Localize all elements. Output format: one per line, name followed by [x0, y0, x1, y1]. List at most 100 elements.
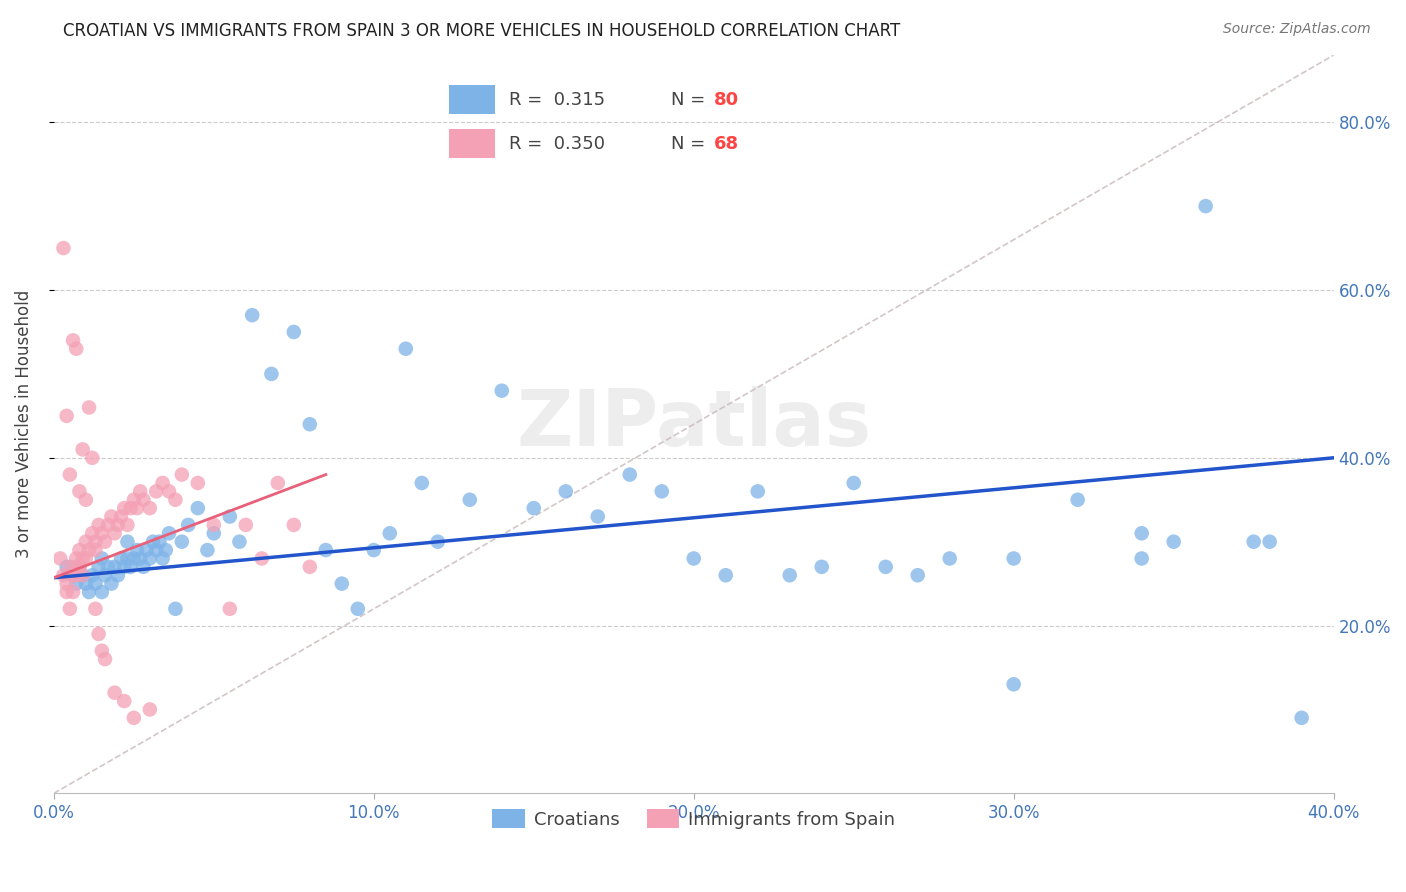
Point — [152, 551, 174, 566]
Point — [132, 492, 155, 507]
Text: Source: ZipAtlas.com: Source: ZipAtlas.com — [1223, 22, 1371, 37]
Point — [157, 526, 180, 541]
Point — [75, 576, 97, 591]
Point — [411, 475, 433, 490]
Point — [84, 534, 107, 549]
Point — [1130, 551, 1153, 566]
Point — [283, 517, 305, 532]
Point — [682, 551, 704, 566]
Point — [72, 442, 94, 457]
Point — [97, 559, 120, 574]
Point — [122, 551, 145, 566]
Point — [267, 475, 290, 490]
Point — [84, 602, 107, 616]
Point — [65, 576, 87, 591]
Point — [395, 342, 418, 356]
Point — [315, 543, 337, 558]
Point — [152, 475, 174, 490]
Point — [94, 534, 117, 549]
Point — [55, 585, 77, 599]
Point — [177, 517, 200, 532]
Point — [110, 509, 132, 524]
Point — [55, 576, 77, 591]
Point — [132, 559, 155, 574]
Point — [90, 526, 112, 541]
Point — [187, 475, 209, 490]
Point — [1195, 199, 1218, 213]
Point — [125, 501, 148, 516]
Point — [84, 576, 107, 591]
Point — [52, 568, 75, 582]
Point — [1291, 711, 1313, 725]
Point — [72, 568, 94, 582]
Point — [330, 576, 353, 591]
Point — [104, 526, 127, 541]
Point — [155, 543, 177, 558]
Point — [122, 711, 145, 725]
Point — [298, 417, 321, 432]
Point — [298, 559, 321, 574]
Point — [157, 484, 180, 499]
Point — [378, 526, 401, 541]
Point — [1002, 677, 1025, 691]
Point — [283, 325, 305, 339]
Point — [145, 543, 167, 558]
Point — [94, 568, 117, 582]
Point — [125, 543, 148, 558]
Point — [139, 551, 162, 566]
Point — [112, 559, 135, 574]
Point — [75, 534, 97, 549]
Point — [363, 543, 385, 558]
Point — [938, 551, 960, 566]
Point — [714, 568, 737, 582]
Point — [72, 551, 94, 566]
Point — [779, 568, 801, 582]
Point — [67, 559, 90, 574]
Point — [1002, 551, 1025, 566]
Point — [104, 686, 127, 700]
Point — [346, 602, 368, 616]
Point — [148, 534, 170, 549]
Point — [67, 559, 90, 574]
Point — [170, 467, 193, 482]
Point — [907, 568, 929, 582]
Point — [202, 517, 225, 532]
Point — [842, 475, 865, 490]
Point — [218, 602, 240, 616]
Point — [62, 568, 84, 582]
Point — [77, 543, 100, 558]
Point — [122, 492, 145, 507]
Point — [59, 467, 82, 482]
Point — [1066, 492, 1088, 507]
Point — [129, 551, 152, 566]
Point — [55, 409, 77, 423]
Point — [107, 568, 129, 582]
Point — [87, 559, 110, 574]
Point — [94, 652, 117, 666]
Point — [87, 517, 110, 532]
Point — [1130, 526, 1153, 541]
Point — [135, 543, 157, 558]
Point — [90, 551, 112, 566]
Point — [55, 559, 77, 574]
Point — [250, 551, 273, 566]
Point — [586, 509, 609, 524]
Legend: Croatians, Immigrants from Spain: Croatians, Immigrants from Spain — [485, 802, 903, 836]
Point — [87, 627, 110, 641]
Point — [1163, 534, 1185, 549]
Point — [165, 602, 187, 616]
Point — [117, 534, 139, 549]
Point — [77, 585, 100, 599]
Point — [59, 602, 82, 616]
Point — [165, 492, 187, 507]
Point — [145, 484, 167, 499]
Point — [59, 559, 82, 574]
Point — [197, 543, 219, 558]
Point — [142, 534, 165, 549]
Point — [62, 585, 84, 599]
Point — [554, 484, 576, 499]
Point — [187, 501, 209, 516]
Point — [75, 551, 97, 566]
Point — [110, 551, 132, 566]
Point — [82, 450, 104, 465]
